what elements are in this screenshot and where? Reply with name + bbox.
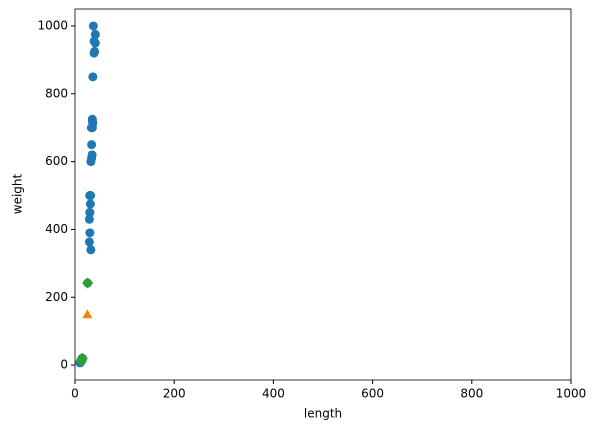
point: [75, 355, 87, 367]
x-tick-label: 400: [262, 387, 285, 401]
y-tick-label: 1000: [37, 18, 68, 32]
y-tick-label: 800: [45, 86, 68, 100]
x-tick-label: 200: [163, 387, 186, 401]
point: [85, 207, 95, 217]
point: [82, 277, 94, 289]
y-tick-label: 200: [45, 290, 68, 304]
point: [84, 214, 94, 224]
point: [88, 72, 98, 82]
point: [87, 114, 97, 124]
x-tick-label: 600: [361, 387, 384, 401]
x-tick-label: 800: [460, 387, 483, 401]
point: [88, 21, 98, 31]
point: [87, 150, 97, 160]
y-tick-label: 0: [60, 358, 68, 372]
x-tick-label: 1000: [556, 387, 587, 401]
y-tick-label: 400: [45, 222, 68, 236]
point: [89, 36, 99, 46]
y-axis-label: weight: [11, 173, 25, 214]
point: [84, 237, 94, 247]
point: [85, 228, 95, 238]
x-tick-label: 0: [71, 387, 79, 401]
point: [90, 46, 100, 56]
x-axis-label: length: [304, 407, 342, 421]
y-tick-label: 600: [45, 154, 68, 168]
point: [85, 199, 95, 209]
point: [86, 191, 96, 201]
point: [90, 29, 100, 39]
point: [86, 245, 96, 255]
point: [82, 309, 93, 319]
point: [87, 140, 97, 150]
plot-frame: [74, 8, 572, 381]
